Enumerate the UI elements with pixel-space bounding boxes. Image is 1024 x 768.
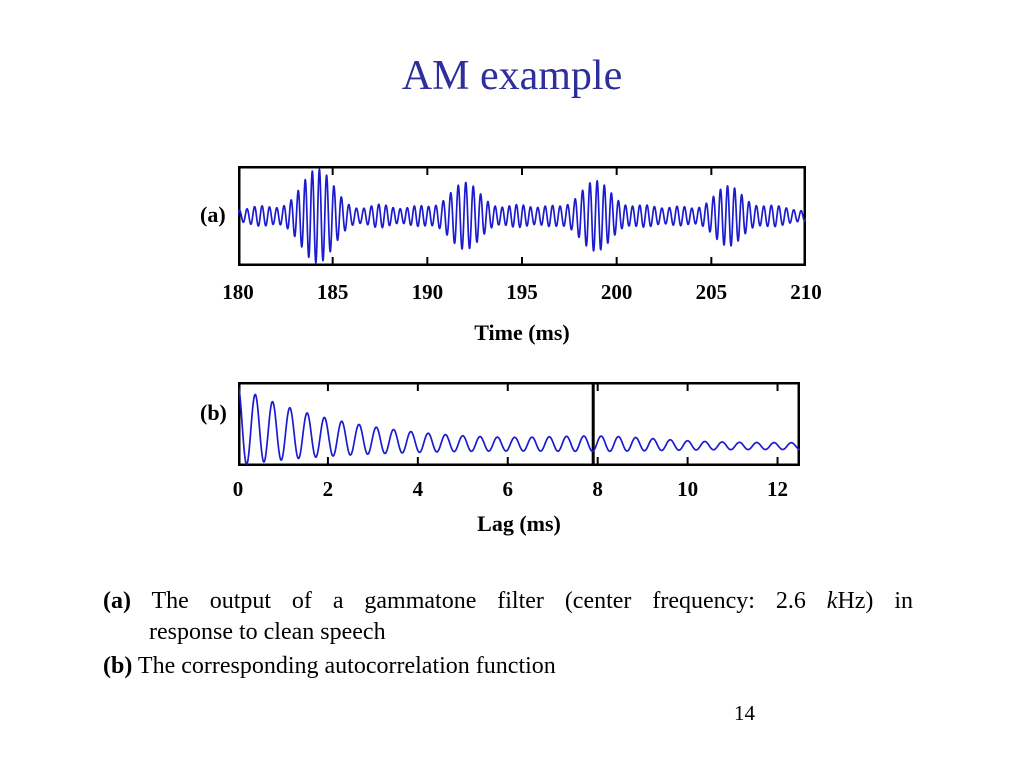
panel-b-label: (b) (200, 400, 227, 425)
caption-a-line1: (a) The output of a gammatone filter (ce… (103, 586, 913, 617)
caption-b-line: (b) The corresponding autocorrelation fu… (103, 651, 913, 682)
x-tick-label: 12 (767, 477, 789, 501)
plot-frame (238, 166, 806, 266)
x-tick-label: 180 (222, 280, 254, 304)
caption-a-label: (a) (103, 588, 131, 614)
x-tick-label: 0 (232, 477, 244, 501)
caption-a-text2: Hz) in (837, 588, 913, 614)
caption-block: (a) The output of a gammatone filter (ce… (103, 586, 913, 682)
x-tick-label: 10 (677, 477, 699, 501)
x-tick-label: 185 (316, 280, 349, 304)
x-axis-ticks-a: 180 185 190 195 200 205 210 (222, 280, 822, 306)
waveform-chart-a (237, 166, 807, 266)
autocorrelation-panel-b (237, 382, 801, 466)
x-tick-label: 2 (322, 477, 334, 501)
x-tick-label: 200 (600, 280, 633, 304)
x-tick-label: 190 (411, 280, 444, 304)
x-tick-label: 195 (506, 280, 538, 304)
plot-frame (238, 382, 800, 466)
page-number: 14 (734, 701, 755, 725)
slide-title: AM example (401, 53, 623, 99)
caption-a-italic-k: k (826, 588, 838, 614)
caption-a-text1: The output of a gammatone filter (center… (151, 588, 806, 614)
autocorrelation-chart-b (237, 382, 801, 466)
x-axis-title-lag: Lag (ms) (477, 511, 561, 536)
x-tick-label: 4 (412, 477, 424, 501)
x-tick-label: 205 (695, 280, 728, 304)
autocorrelation-line (237, 385, 801, 465)
panel-a-label: (a) (200, 202, 226, 227)
x-tick-label: 210 (790, 280, 822, 304)
x-axis-title-time: Time (ms) (474, 320, 570, 345)
caption-b-label: (b) (103, 653, 133, 679)
waveform-panel-a (237, 166, 807, 266)
waveform-line (237, 168, 807, 264)
caption-a-line2: response to clean speech (149, 619, 386, 645)
x-tick-label: 8 (592, 477, 603, 501)
caption-b-text: The corresponding autocorrelation functi… (137, 653, 556, 679)
x-tick-label: 6 (502, 477, 514, 501)
x-axis-ticks-b: 0 2 4 6 8 10 12 (233, 477, 800, 503)
